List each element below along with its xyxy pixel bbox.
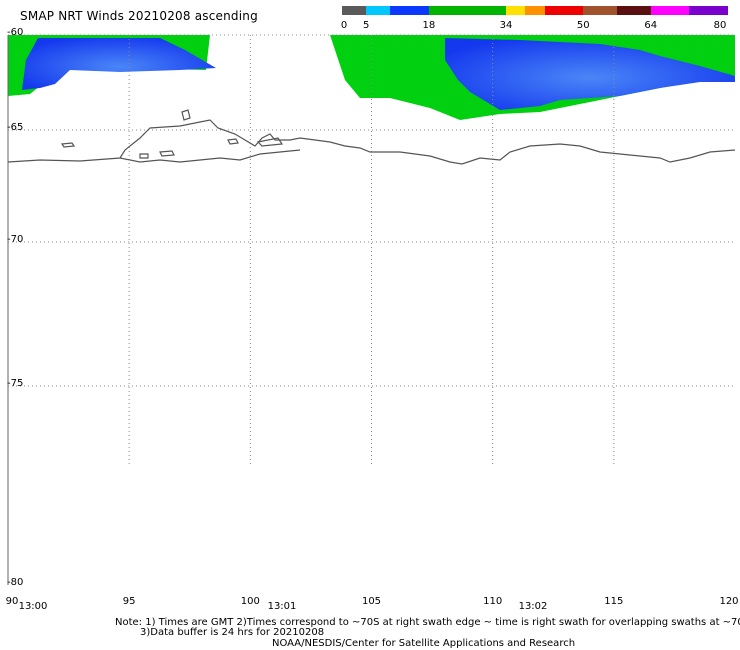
- colorbar-label: 34: [499, 20, 513, 31]
- colorbar-segment: [650, 6, 690, 15]
- colorbar-segment: [390, 6, 429, 15]
- colorbar-label: 64: [644, 20, 658, 31]
- longitude-label: 110: [483, 596, 503, 607]
- colorbar-segment: [525, 6, 545, 15]
- map-title: SMAP NRT Winds 20210208 ascending: [20, 9, 258, 23]
- note-line-1: Note: 1) Times are GMT 2)Times correspon…: [115, 617, 740, 628]
- longitude-label: 120: [719, 596, 739, 607]
- colorbar-label: 18: [422, 20, 436, 31]
- latitude-label: -65: [7, 122, 24, 133]
- colorbar-segment: [342, 6, 367, 15]
- latitude-label: -70: [7, 234, 24, 245]
- blue-wind-region-right: [445, 38, 735, 110]
- blue-wind-region-left: [22, 38, 216, 90]
- time-label: 13:02: [518, 601, 548, 612]
- graticule: [8, 34, 735, 465]
- time-label: 13:00: [18, 601, 48, 612]
- colorbar-segment: [616, 6, 651, 15]
- colorbar-segment: [366, 6, 391, 15]
- latitude-label: -75: [7, 378, 24, 389]
- antarctic-coastline: [7, 109, 736, 165]
- longitude-label: 95: [122, 596, 136, 607]
- wind-swaths: [8, 35, 735, 120]
- colorbar-segment: [689, 6, 728, 15]
- longitude-label: 90: [5, 596, 19, 607]
- colorbar-segment: [506, 6, 526, 15]
- longitude-label: 105: [361, 596, 382, 607]
- colorbar-label: 0: [340, 20, 348, 31]
- time-label: 13:01: [267, 601, 297, 612]
- note-line-3: NOAA/NESDIS/Center for Satellite Applica…: [272, 638, 576, 649]
- colorbar-segment: [583, 6, 617, 15]
- colorbar-segment: [428, 6, 507, 15]
- colorbar-label: 5: [362, 20, 370, 31]
- longitude-label: 100: [240, 596, 260, 607]
- colorbar-segment: [544, 6, 584, 15]
- colorbar-label: 80: [713, 20, 727, 31]
- colorbar-label: 50: [576, 20, 590, 31]
- latitude-label: -60: [7, 27, 24, 38]
- longitude-label: 115: [604, 596, 624, 607]
- latitude-label: -80: [7, 577, 24, 588]
- wind-speed-colorbar: [342, 6, 728, 15]
- note-line-2: 3)Data buffer is 24 hrs for 20210208: [140, 627, 325, 638]
